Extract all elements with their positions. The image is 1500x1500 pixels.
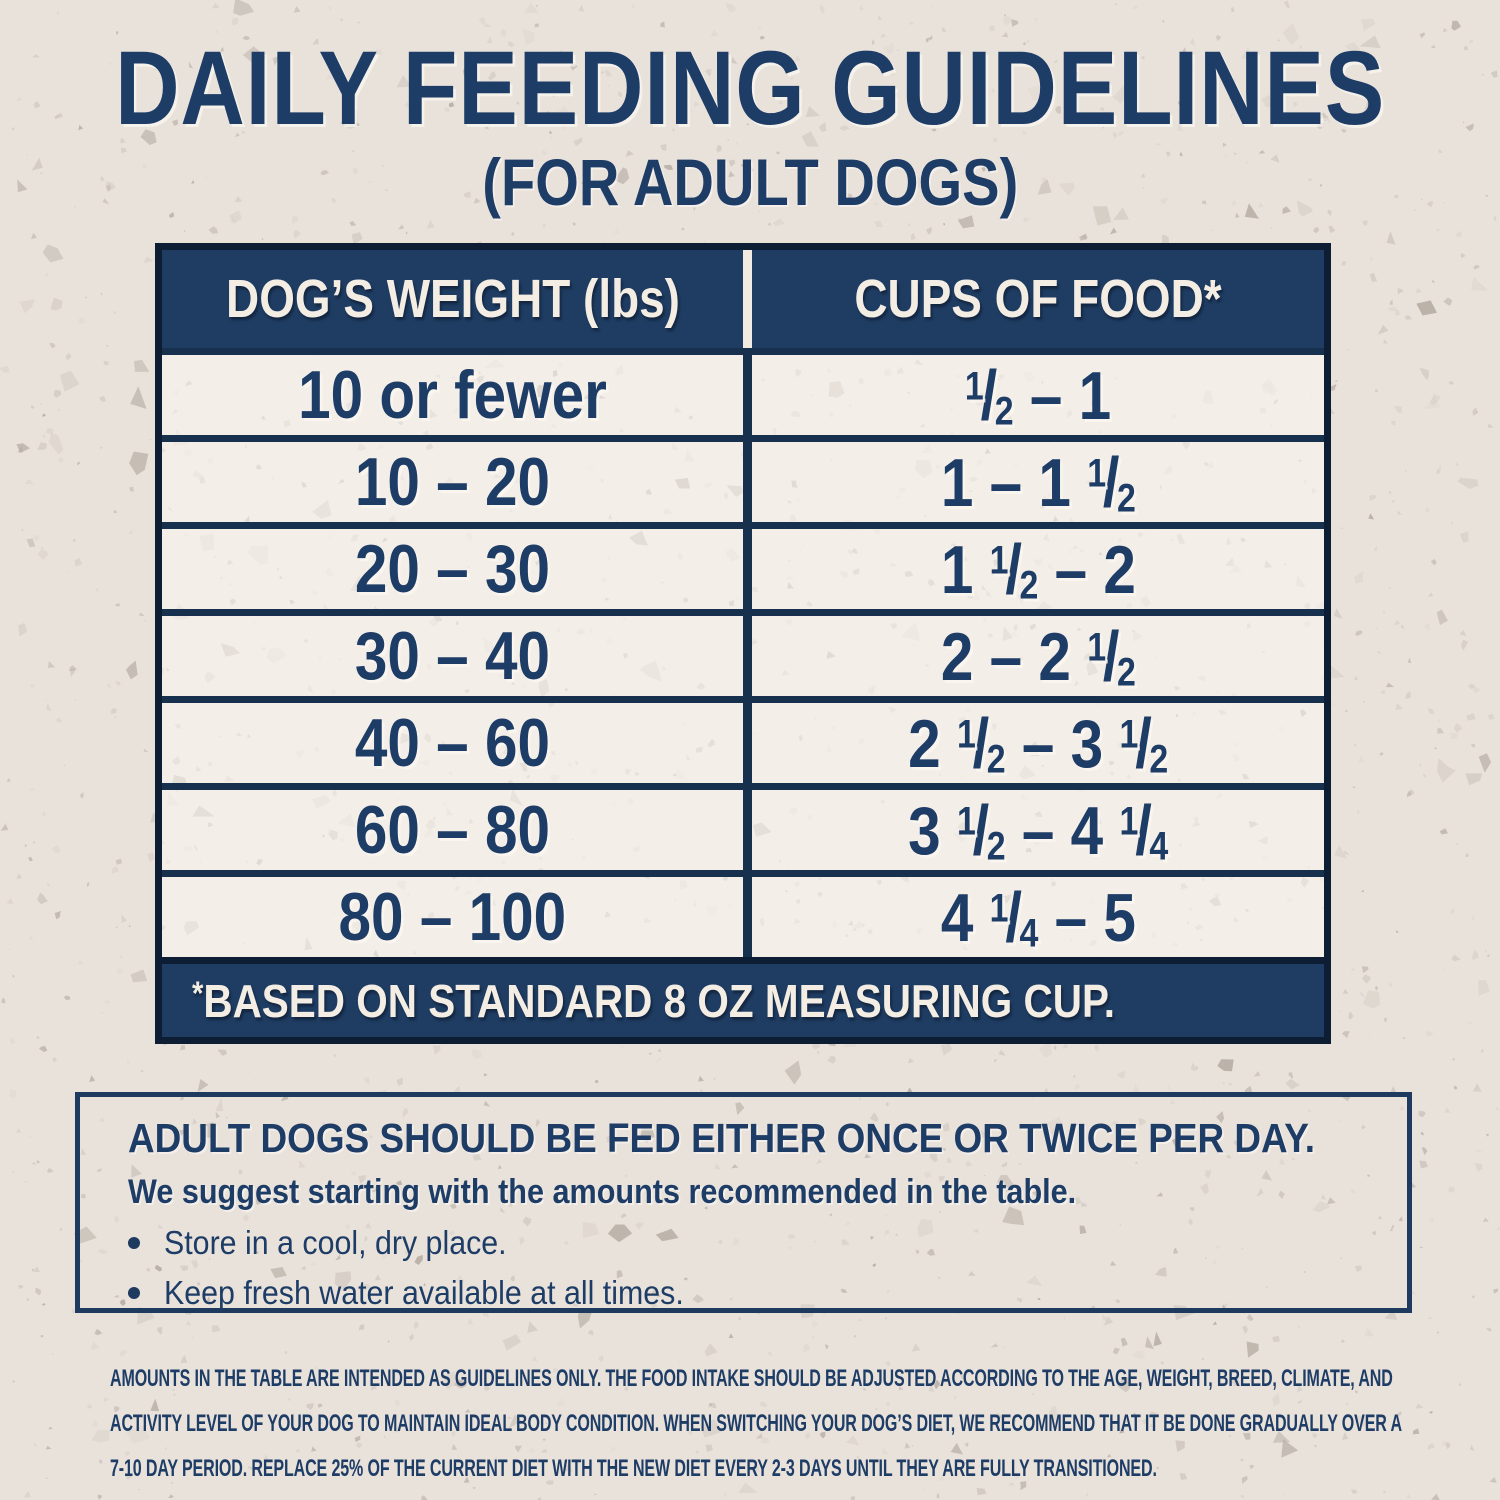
cups-cell: 3 1/2 – 4 1/4 bbox=[743, 790, 1324, 870]
column-header-weight: DOG’S WEIGHT (lbs) bbox=[162, 250, 743, 348]
weight-value: 20 – 30 bbox=[355, 530, 550, 608]
weight-cell: 60 – 80 bbox=[162, 790, 743, 870]
feeding-guidelines-panel: DAILY FEEDING GUIDELINES (FOR ADULT DOGS… bbox=[0, 0, 1500, 1500]
column-header-weight-label: DOG’S WEIGHT (lbs) bbox=[226, 268, 680, 330]
bullet-dot-icon bbox=[128, 1287, 140, 1299]
weight-cell: 10 or fewer bbox=[162, 355, 743, 435]
weight-cell: 10 – 20 bbox=[162, 442, 743, 522]
note-subheading: We suggest starting with the amounts rec… bbox=[128, 1173, 1387, 1211]
note-heading-text: ADULT DOGS SHOULD BE FED EITHER ONCE OR … bbox=[128, 1115, 1315, 1161]
page-title: DAILY FEEDING GUIDELINES bbox=[0, 34, 1500, 144]
note-bullet: Keep fresh water available at all times. bbox=[128, 1275, 1387, 1311]
cups-value: 3 1/2 – 4 1/4 bbox=[908, 790, 1168, 870]
cups-value: 1/2 – 1 bbox=[965, 355, 1111, 435]
weight-value: 30 – 40 bbox=[355, 617, 550, 695]
note-bullet: Store in a cool, dry place. bbox=[128, 1225, 1387, 1261]
page-subtitle-text: (FOR ADULT DOGS) bbox=[482, 148, 1018, 217]
weight-value: 80 – 100 bbox=[339, 878, 567, 956]
weight-value: 40 – 60 bbox=[355, 704, 550, 782]
feeding-table: DOG’S WEIGHT (lbs) CUPS OF FOOD* 10 or f… bbox=[155, 243, 1331, 1044]
cups-value: 4 1/4 – 5 bbox=[940, 877, 1135, 957]
disclaimer-text: AMOUNTS IN THE TABLE ARE INTENDED AS GUI… bbox=[110, 1356, 1407, 1491]
weight-cell: 20 – 30 bbox=[162, 529, 743, 609]
cups-value: 2 – 2 1/2 bbox=[940, 616, 1135, 696]
bullet-dot-icon bbox=[128, 1237, 140, 1249]
feeding-note-box: ADULT DOGS SHOULD BE FED EITHER ONCE OR … bbox=[75, 1092, 1412, 1313]
cups-cell: 4 1/4 – 5 bbox=[743, 877, 1324, 957]
note-subheading-text: We suggest starting with the amounts rec… bbox=[128, 1173, 1076, 1211]
table-row: 40 – 60 2 1/2 – 3 1/2 bbox=[162, 696, 1324, 783]
cups-cell: 2 – 2 1/2 bbox=[743, 616, 1324, 696]
table-row: 10 – 20 1 – 1 1/2 bbox=[162, 435, 1324, 522]
weight-cell: 30 – 40 bbox=[162, 616, 743, 696]
weight-cell: 40 – 60 bbox=[162, 703, 743, 783]
column-header-cups-label: CUPS OF FOOD* bbox=[854, 268, 1221, 330]
table-row: 10 or fewer 1/2 – 1 bbox=[162, 348, 1324, 435]
table-footnote-text: *BASED ON STANDARD 8 OZ MEASURING CUP. bbox=[192, 974, 1115, 1028]
table-row: 20 – 30 1 1/2 – 2 bbox=[162, 522, 1324, 609]
column-header-cups: CUPS OF FOOD* bbox=[743, 250, 1324, 348]
page-subtitle: (FOR ADULT DOGS) bbox=[0, 148, 1500, 217]
weight-value: 10 – 20 bbox=[355, 443, 550, 521]
table-row: 60 – 80 3 1/2 – 4 1/4 bbox=[162, 783, 1324, 870]
cups-value: 1 – 1 1/2 bbox=[940, 442, 1135, 522]
table-header-row: DOG’S WEIGHT (lbs) CUPS OF FOOD* bbox=[162, 250, 1324, 348]
note-bullet-text: Keep fresh water available at all times. bbox=[164, 1275, 684, 1311]
weight-value: 10 or fewer bbox=[298, 356, 607, 434]
page-title-text: DAILY FEEDING GUIDELINES bbox=[115, 34, 1385, 144]
weight-cell: 80 – 100 bbox=[162, 877, 743, 957]
cups-cell: 2 1/2 – 3 1/2 bbox=[743, 703, 1324, 783]
weight-value: 60 – 80 bbox=[355, 791, 550, 869]
cups-value: 2 1/2 – 3 1/2 bbox=[908, 703, 1168, 783]
cups-cell: 1/2 – 1 bbox=[743, 355, 1324, 435]
cups-value: 1 1/2 – 2 bbox=[940, 529, 1135, 609]
table-row: 80 – 100 4 1/4 – 5 bbox=[162, 870, 1324, 957]
cups-cell: 1 – 1 1/2 bbox=[743, 442, 1324, 522]
table-row: 30 – 40 2 – 2 1/2 bbox=[162, 609, 1324, 696]
table-footnote: *BASED ON STANDARD 8 OZ MEASURING CUP. bbox=[162, 957, 1324, 1037]
note-bullet-text: Store in a cool, dry place. bbox=[164, 1225, 507, 1261]
panel-content: DAILY FEEDING GUIDELINES (FOR ADULT DOGS… bbox=[0, 0, 1500, 1500]
note-heading: ADULT DOGS SHOULD BE FED EITHER ONCE OR … bbox=[128, 1115, 1387, 1161]
cups-cell: 1 1/2 – 2 bbox=[743, 529, 1324, 609]
